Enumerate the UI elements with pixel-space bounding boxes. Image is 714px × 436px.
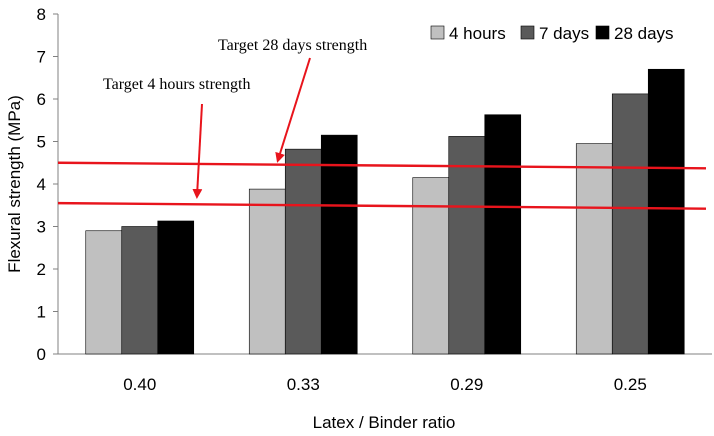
arrow-target-4-hours xyxy=(192,103,203,199)
legend-swatch-7-days xyxy=(520,25,535,40)
x-tick-label: 0.29 xyxy=(450,375,483,394)
y-axis-label: Flexural strength (MPa) xyxy=(5,95,24,273)
y-tick-label: 1 xyxy=(37,303,46,322)
bar-28-days-0.33 xyxy=(320,134,358,355)
arrow-target-28-days xyxy=(275,57,311,163)
reference-line-1 xyxy=(57,201,707,210)
y-tick-label: 4 xyxy=(37,175,46,194)
legend-label: 28 days xyxy=(614,24,674,43)
bar-7-days-0.25 xyxy=(611,93,649,355)
y-tick-label: 3 xyxy=(37,218,46,237)
reference-lines xyxy=(57,57,707,210)
y-tick-label: 6 xyxy=(37,90,46,109)
bar-28-days-0.29 xyxy=(484,114,522,355)
x-tick-label: 0.33 xyxy=(287,375,320,394)
bar-4-hours-0.25 xyxy=(575,143,613,355)
x-tick-label: 0.25 xyxy=(614,375,647,394)
bar-4-hours-0.29 xyxy=(412,177,450,355)
y-tick-label: 2 xyxy=(37,260,46,279)
y-tick-label: 8 xyxy=(37,5,46,24)
bar-28-days-0.40 xyxy=(157,220,195,355)
bar-7-days-0.29 xyxy=(448,136,486,355)
legend: 4 hours 7 days 28 days xyxy=(430,24,674,43)
annotation-target-28-days: Target 28 days strength xyxy=(218,37,367,54)
legend-swatch-28-days xyxy=(595,25,610,40)
legend-label: 4 hours xyxy=(449,24,506,43)
x-axis-ticks: 0.40 0.33 0.29 0.25 xyxy=(123,375,647,394)
x-axis-label: Latex / Binder ratio xyxy=(313,413,456,432)
y-tick-label: 0 xyxy=(37,345,46,364)
bars xyxy=(85,68,685,355)
legend-swatch-4-hours xyxy=(430,25,445,40)
y-axis-ticks: 0 1 2 3 4 5 6 7 8 xyxy=(37,5,58,364)
bar-4-hours-0.40 xyxy=(85,230,123,355)
bar-7-days-0.40 xyxy=(121,226,159,355)
x-tick-label: 0.40 xyxy=(123,375,156,394)
bar-4-hours-0.33 xyxy=(248,188,286,355)
reference-line-0 xyxy=(57,161,707,170)
bar-28-days-0.25 xyxy=(647,68,685,355)
legend-label: 7 days xyxy=(539,24,589,43)
y-tick-label: 5 xyxy=(37,133,46,152)
y-tick-label: 7 xyxy=(37,48,46,67)
bar-7-days-0.33 xyxy=(284,148,322,355)
annotation-target-4-hours: Target 4 hours strength xyxy=(103,76,250,93)
